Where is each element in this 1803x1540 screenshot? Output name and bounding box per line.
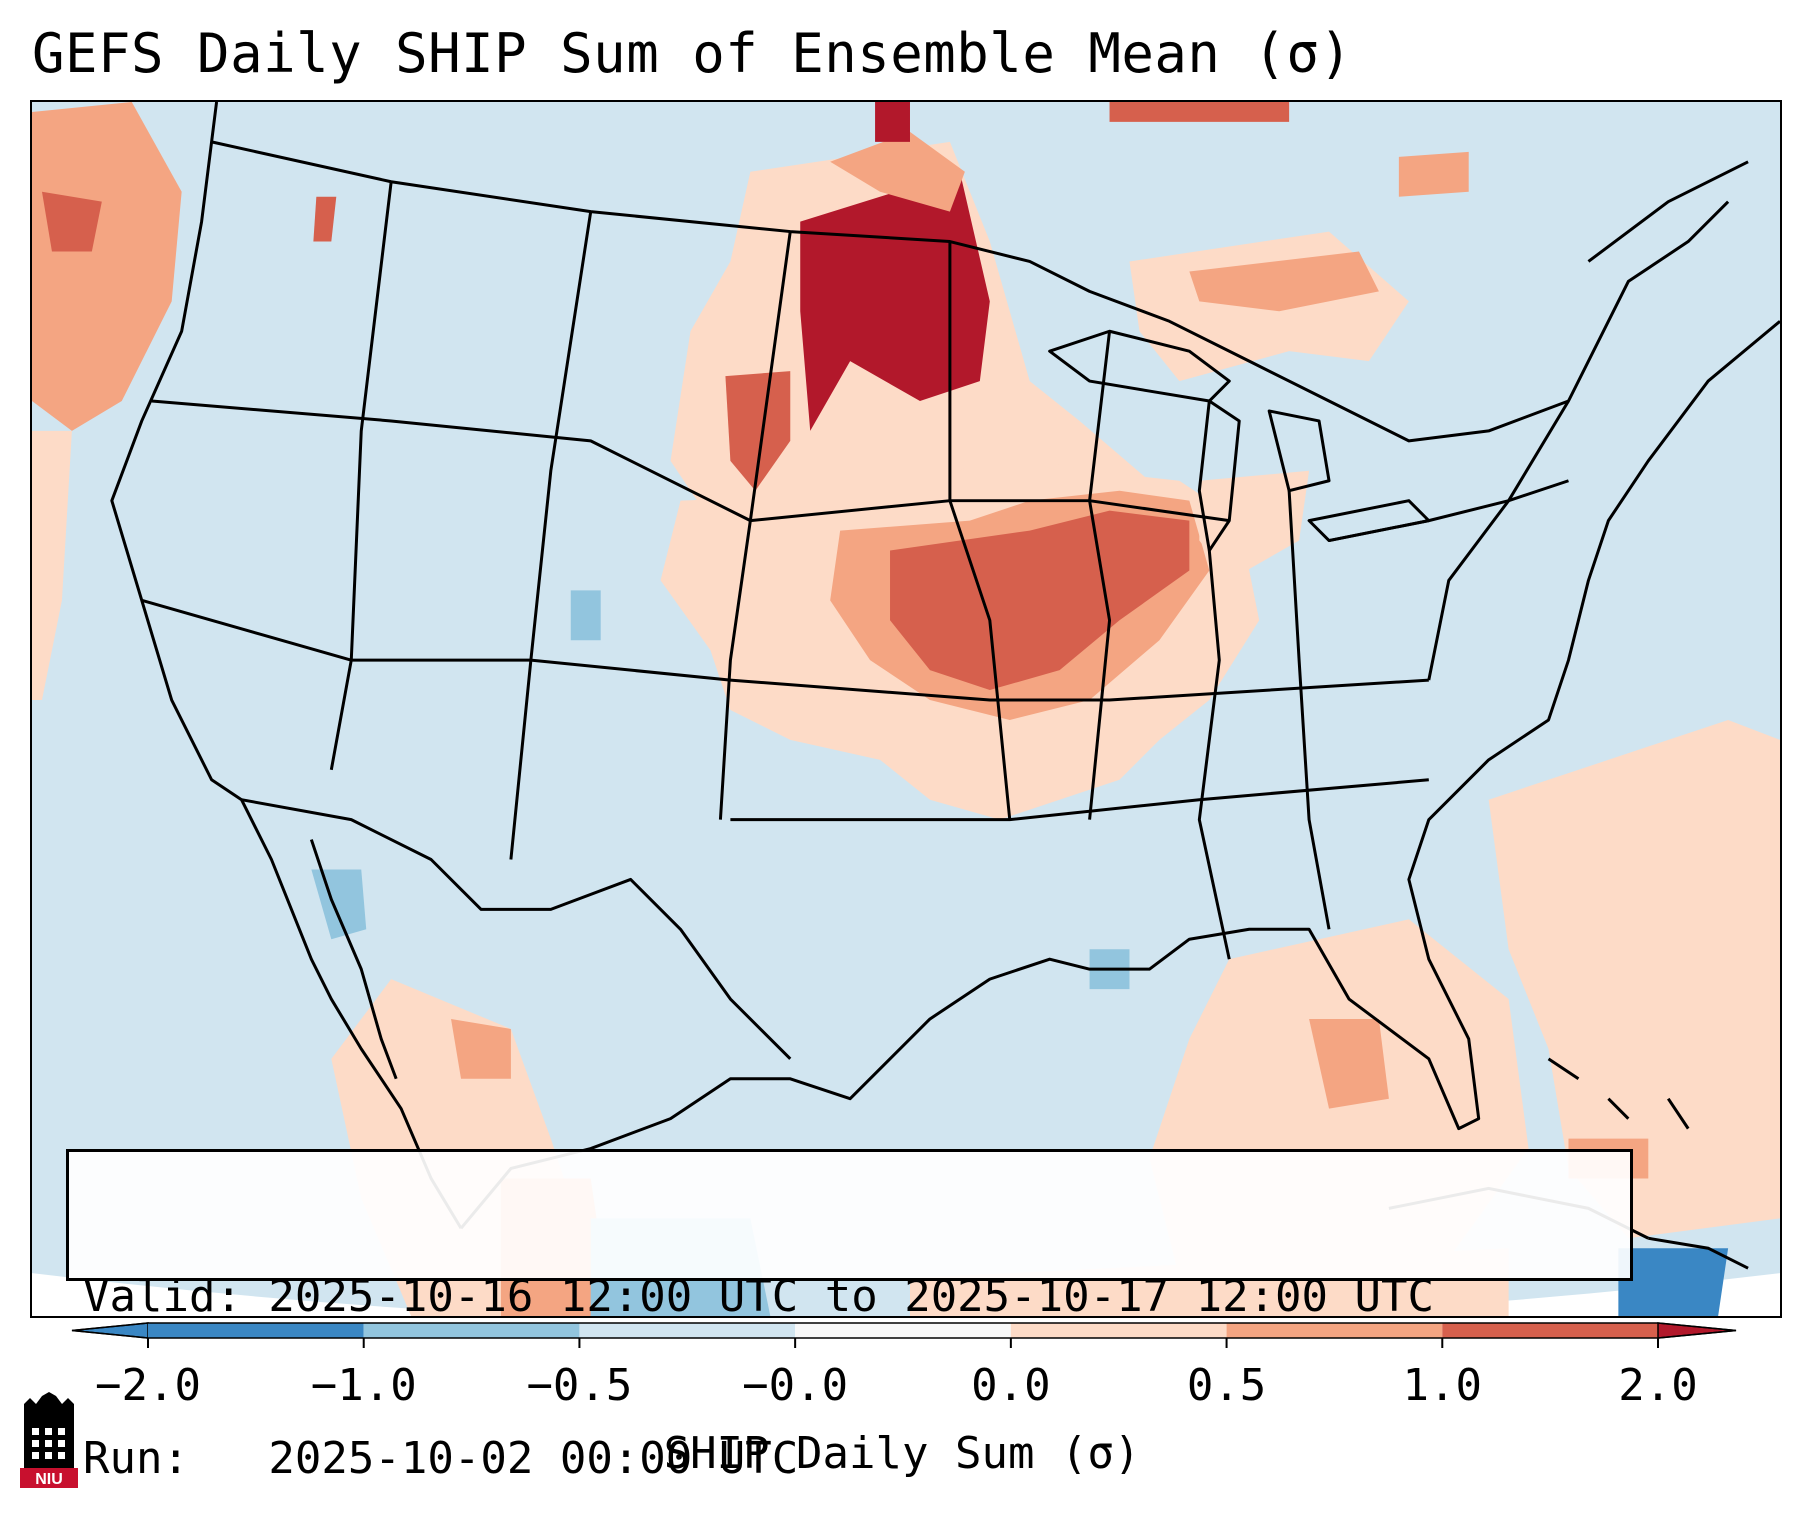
- colorbar-tick-label: 2.0: [1618, 1360, 1697, 1411]
- anomaly-region: [875, 102, 910, 142]
- anomaly-region: [41, 191, 102, 252]
- anomaly-region: [570, 590, 601, 641]
- colorbar-bin: [1010, 1323, 1227, 1338]
- state-line: [1287, 490, 1331, 930]
- border-us-canada: [211, 140, 1570, 443]
- colorbar-tick-label: 0.5: [1187, 1360, 1266, 1411]
- anomaly-region: [890, 510, 1190, 691]
- anomaly-region: [311, 869, 367, 940]
- map-borders: [110, 102, 1780, 1230]
- coastline-west: [110, 102, 463, 1230]
- ship-anomaly-map: [32, 102, 1780, 1316]
- map-panel: [30, 100, 1782, 1318]
- state-line: [1088, 331, 1112, 820]
- anomaly-region: [32, 430, 72, 701]
- colorbar-bin: [795, 1323, 1011, 1338]
- state-line: [718, 231, 792, 820]
- anomaly-region: [1309, 1018, 1389, 1109]
- colorbar-bin: [363, 1323, 580, 1338]
- colorbar-bin: [579, 1323, 796, 1338]
- anomaly-region: [32, 102, 182, 431]
- anomaly-region: [1189, 251, 1379, 312]
- anomaly-region: [830, 131, 965, 212]
- coastline-gulf-atlantic: [459, 320, 1780, 1230]
- state-line: [730, 678, 1429, 702]
- anomaly-region: [1618, 1248, 1729, 1316]
- colorbar-ticks: −2.0 −1.0 −0.5 −0.0 0.0 0.5 1.0 2.0: [95, 1338, 1698, 1411]
- colorbar-tick-label: −1.0: [311, 1360, 417, 1411]
- projection-edge: [32, 1273, 1780, 1316]
- colorbar-tick-label: −2.0: [95, 1360, 201, 1411]
- colorbar-bin: [1226, 1323, 1443, 1338]
- lake-michigan: [1197, 399, 1241, 553]
- lake-huron: [1267, 409, 1331, 493]
- anomaly-region: [725, 371, 791, 491]
- state-line: [1427, 499, 1510, 681]
- colorbar-tick-label: 0.0: [971, 1360, 1050, 1411]
- logo-band: [20, 1468, 78, 1488]
- state-line: [1197, 550, 1231, 960]
- state-line: [151, 399, 752, 522]
- state-line: [948, 241, 1012, 820]
- niu-logo: NIU: [20, 1392, 78, 1488]
- state-line: [730, 778, 1429, 822]
- valid-run-info-box: Valid: 2025-10-16 12:00 UTC to 2025-10-1…: [66, 1149, 1633, 1484]
- colorbar-bin: [148, 1323, 364, 1338]
- border-us-mexico: [241, 798, 792, 1060]
- lake-superior: [1048, 329, 1231, 403]
- colorbar: −2.0 −1.0 −0.5 −0.0 0.0 0.5 1.0 2.0 SHIP Daily …: [71, 1322, 1737, 1479]
- anomaly-region: [1398, 151, 1469, 197]
- coastline-baja: [309, 839, 398, 1080]
- logo-tower-top: [24, 1392, 74, 1422]
- map-title: GEFS Daily SHIP Sum of Ensemble Mean (σ): [32, 22, 1353, 85]
- border-us-canada-east: [1507, 200, 1730, 502]
- state-line: [1328, 479, 1569, 543]
- logo-windows: [32, 1428, 65, 1459]
- colorbar-tick-label: 1.0: [1403, 1360, 1482, 1411]
- colorbar-bins: [71, 1322, 1737, 1339]
- state-line: [509, 211, 593, 860]
- anomaly-region: [1488, 719, 1780, 1239]
- coastline-canada: [1587, 160, 1749, 263]
- hispaniola-outline: [1648, 1236, 1749, 1270]
- logo-text: NIU: [35, 1471, 63, 1488]
- anomaly-region: [313, 196, 337, 242]
- colorbar-bin: [1442, 1323, 1658, 1338]
- anomaly-region: [451, 1018, 511, 1079]
- colorbar-extend-low: [71, 1322, 149, 1339]
- colorbar-tick-label: −0.5: [526, 1360, 632, 1411]
- colorbar-label: SHIP Daily Sum (σ): [664, 1428, 1141, 1479]
- valid-time-line: Valid: 2025-10-16 12:00 UTC to 2025-10-1…: [83, 1271, 1435, 1322]
- state-line: [141, 598, 731, 682]
- state-line: [329, 181, 393, 771]
- state-line: [750, 499, 1230, 523]
- bahamas-outline: [1547, 1057, 1690, 1130]
- anomaly-region: [1109, 102, 1290, 122]
- run-time-line: Run: 2025-10-02 00:00 UTC: [83, 1433, 799, 1484]
- anomaly-region: [1199, 470, 1310, 581]
- colorbar-tick-label: −0.0: [742, 1360, 848, 1411]
- colorbar-extend-high: [1657, 1322, 1737, 1339]
